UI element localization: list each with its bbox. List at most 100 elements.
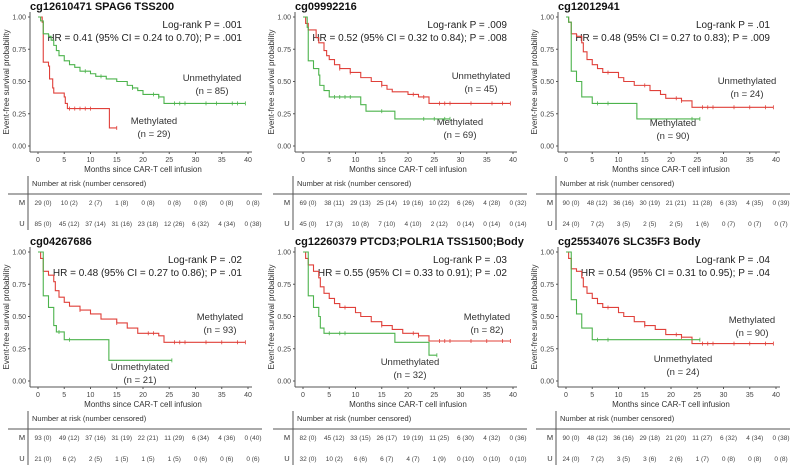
- y-tick-label: 0.75: [277, 282, 291, 289]
- risk-cell: 4 (28): [483, 200, 500, 207]
- group-label: Methylated: [650, 118, 696, 129]
- risk-cell: 30 (19): [639, 200, 660, 207]
- y-tick-label: 0.00: [12, 379, 26, 386]
- y-tick-label: 0.50: [277, 79, 291, 86]
- group-n: (n = 45): [464, 84, 497, 95]
- risk-cell: 0 (14): [510, 221, 527, 228]
- risk-cell: 0 (10): [510, 456, 527, 463]
- group-n: (n = 82): [470, 325, 503, 336]
- y-tick-label: 1.00: [12, 15, 26, 22]
- x-axis-label: Months since CAR-T cell infusion: [84, 400, 202, 409]
- y-tick-label: 1.00: [540, 15, 554, 22]
- x-tick-label: 20: [404, 157, 412, 164]
- risk-row-label: U: [19, 454, 24, 463]
- risk-cell: 22 (21): [138, 435, 159, 442]
- panel-title: cg12610471 SPAG6 TSS200: [30, 1, 174, 13]
- hazard-ratio: HR = 0.48 (95% CI = 0.27 to 0.83); P = .…: [575, 33, 770, 44]
- logrank-p: Log-rank P = .04: [696, 255, 770, 266]
- risk-cell: 3 (5): [617, 221, 630, 228]
- x-tick-label: 0: [564, 157, 568, 164]
- risk-row-label: M: [284, 198, 290, 207]
- y-axis-label: Event-free survival probability: [2, 265, 11, 370]
- group-label: Methylated: [197, 312, 243, 323]
- risk-row-label: U: [547, 454, 552, 463]
- y-tick-label: 0.00: [540, 379, 554, 386]
- risk-cell: 0 (10): [457, 456, 474, 463]
- risk-table-header: Number at risk (number censored): [32, 179, 147, 188]
- y-tick-label: 1.00: [277, 250, 291, 257]
- risk-cell: 0 (7): [722, 221, 735, 228]
- group-label: Methylated: [437, 117, 483, 128]
- risk-cell: 45 (0): [300, 221, 317, 228]
- x-tick-label: 30: [192, 392, 200, 399]
- km-curve-methylated: [303, 251, 511, 342]
- risk-cell: 1 (7): [696, 456, 709, 463]
- risk-cell: 0 (8): [168, 200, 181, 207]
- x-tick-label: 5: [327, 392, 331, 399]
- x-tick-label: 5: [62, 392, 66, 399]
- logrank-p: Log-rank P = .03: [433, 255, 507, 266]
- risk-cell: 2 (12): [431, 221, 448, 228]
- x-tick-label: 10: [352, 157, 360, 164]
- risk-cell: 0 (8): [141, 200, 154, 207]
- risk-cell: 2 (6): [669, 456, 682, 463]
- y-tick-label: 0.25: [12, 111, 26, 118]
- risk-cell: 31 (19): [111, 435, 132, 442]
- x-tick-label: 0: [564, 392, 568, 399]
- x-tick-label: 15: [641, 392, 649, 399]
- x-tick-label: 35: [218, 392, 226, 399]
- risk-cell: 0 (8): [194, 200, 207, 207]
- risk-row-label: U: [284, 219, 289, 228]
- y-tick-label: 1.00: [277, 15, 291, 22]
- x-tick-label: 15: [378, 392, 386, 399]
- km-curve-methylated: [38, 16, 117, 129]
- risk-cell: 1 (8): [115, 200, 128, 207]
- x-tick-label: 40: [244, 392, 252, 399]
- x-tick-label: 40: [509, 157, 517, 164]
- km-curve-methylated: [303, 16, 511, 104]
- y-tick-label: 1.00: [12, 250, 26, 257]
- risk-cell: 19 (16): [403, 200, 424, 207]
- km-curve-unmethylated: [303, 16, 450, 120]
- group-n: (n = 69): [443, 130, 476, 141]
- x-tick-label: 35: [746, 157, 754, 164]
- y-tick-label: 0.75: [12, 282, 26, 289]
- x-tick-label: 0: [301, 392, 305, 399]
- km-curve-unmethylated: [566, 16, 700, 120]
- risk-cell: 12 (26): [164, 221, 185, 228]
- risk-cell: 6 (32): [720, 435, 737, 442]
- y-axis-label: Event-free survival probability: [2, 30, 11, 135]
- risk-cell: 0 (6): [220, 456, 233, 463]
- risk-cell: 1 (9): [433, 456, 446, 463]
- x-tick-label: 25: [430, 392, 438, 399]
- km-curve-methylated: [566, 251, 774, 345]
- km-panel: cg09992216 Log-rank P = .009 HR = 0.52 (95…: [267, 1, 527, 230]
- group-label: Unmethylated: [718, 76, 777, 87]
- y-tick-label: 0.25: [277, 111, 291, 118]
- risk-row-label: M: [547, 433, 553, 442]
- x-tick-label: 15: [113, 157, 121, 164]
- logrank-p: Log-rank P = .001: [162, 20, 242, 31]
- x-tick-label: 40: [772, 157, 780, 164]
- x-tick-label: 15: [641, 157, 649, 164]
- x-tick-label: 10: [87, 392, 95, 399]
- x-tick-label: 0: [36, 157, 40, 164]
- group-n: (n = 29): [137, 129, 170, 140]
- x-tick-label: 0: [36, 392, 40, 399]
- y-tick-label: 0.25: [540, 111, 554, 118]
- risk-cell: 11 (27): [692, 435, 712, 442]
- y-tick-label: 0.75: [12, 47, 26, 54]
- risk-cell: 0 (7): [774, 221, 787, 228]
- risk-cell: 37 (16): [85, 435, 106, 442]
- x-tick-label: 20: [667, 392, 675, 399]
- risk-cell: 6 (30): [457, 435, 474, 442]
- y-axis-label: Event-free survival probability: [267, 265, 276, 370]
- group-n: (n = 90): [735, 328, 768, 339]
- y-tick-label: 0.50: [540, 79, 554, 86]
- risk-cell: 11 (29): [164, 435, 184, 442]
- x-axis-label: Months since CAR-T cell infusion: [612, 165, 730, 174]
- risk-cell: 11 (25): [429, 435, 449, 442]
- risk-cell: 2 (7): [89, 200, 102, 207]
- risk-cell: 69 (0): [300, 200, 317, 207]
